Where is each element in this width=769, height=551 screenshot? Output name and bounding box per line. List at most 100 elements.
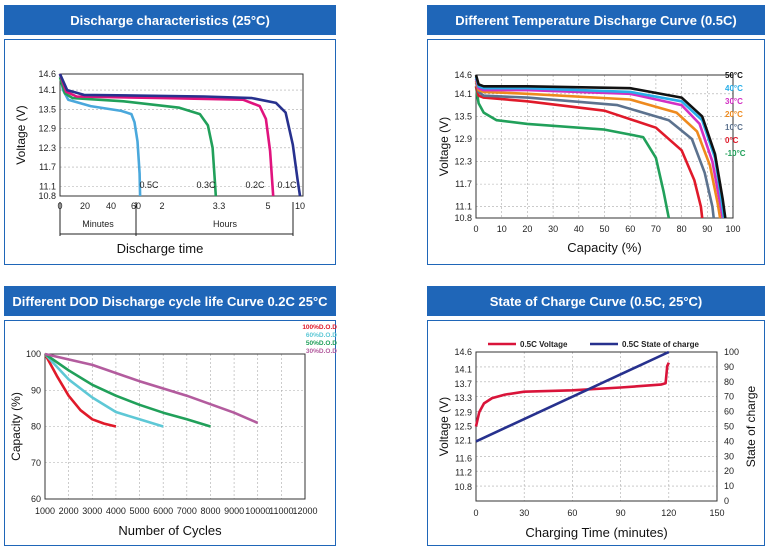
y2-tick-label: 70 [724, 392, 734, 402]
y-tick-label: 13.3 [454, 393, 472, 403]
y-tick-label: 12.1 [454, 436, 472, 446]
series-line [474, 362, 670, 427]
temperature-chart: 14.6 14.1 13.5 12.9 12.3 11.7 11.110.80 10 20 30 4… [437, 70, 746, 255]
x-tick-label: 150 [709, 508, 724, 518]
x-tick-label: 5000 [130, 506, 150, 516]
y-tick-label: 11.2 [455, 468, 472, 478]
x-tick-label: 8000 [200, 506, 220, 516]
y2-tick-label: 90 [724, 362, 734, 372]
discharge-chart: 14.6 14.1 13.5 12.9 12.3 11.7 11.110.8 Voltage … [14, 69, 305, 256]
legend-label: 100%D.O.D [302, 324, 337, 331]
y-tick-label: 11.6 [455, 453, 472, 463]
y-tick-label: 10.8 [454, 482, 472, 492]
legend-label: 0.5C State of charge [622, 340, 699, 349]
y2-tick-label: 30 [724, 451, 734, 461]
x-tick-label: 50 [599, 224, 609, 234]
x-axis-label: Charging Time (minutes) [525, 525, 667, 540]
y-tick-label: 10.8 [454, 213, 472, 223]
x-tick-label: 3000 [82, 506, 102, 516]
y-tick-label: 14.1 [454, 365, 472, 375]
series-line [43, 353, 117, 428]
series-line [474, 82, 715, 219]
x-tick-label: 40 [574, 224, 584, 234]
x-tick-label: 9000 [224, 506, 244, 516]
x-tick-label-hours: 10 [295, 201, 305, 211]
legend-label: 50°C [725, 71, 743, 80]
x-tick-label: 20 [522, 224, 532, 234]
y2-tick-label: 50 [724, 422, 734, 432]
y-tick-label: 12.9 [454, 407, 472, 417]
x-tick-label: 90 [616, 508, 626, 518]
legend-label: 30°C [725, 97, 743, 106]
series-line [474, 74, 727, 219]
x-tick-label: 7000 [177, 506, 197, 516]
y-tick-label: 13.7 [454, 379, 472, 389]
x-axis-label: Capacity (%) [567, 240, 641, 255]
y-axis-label: Voltage (V) [14, 105, 28, 164]
y-tick-label: 12.9 [454, 134, 472, 144]
y-tick-label: 14.1 [38, 85, 56, 95]
dod-chart: 100 90 80 70 60 1000 2000 3000 4000 5000 6000 7000 8… [9, 324, 337, 538]
x-tick-label: 0 [473, 508, 478, 518]
legend-label: 0.5C Voltage [520, 340, 568, 349]
x-tick-label: 60 [625, 224, 635, 234]
plot-area [475, 74, 734, 219]
temperature-chart-frame: 14.6 14.1 13.5 12.9 12.3 11.7 11.1 10.8 0 10 20 30 4… [427, 39, 765, 265]
y-tick-label: 14.6 [454, 70, 472, 80]
y-tick-label: 11.1 [455, 202, 472, 212]
y-axis-label: Voltage (V) [437, 117, 451, 176]
y-tick-label: 12.3 [454, 157, 472, 167]
x-tick-label: 80 [677, 224, 687, 234]
series-label: 0.5C [139, 180, 159, 190]
y-tick-label: 14.6 [38, 69, 56, 79]
x-tick-label: 11000 [269, 506, 293, 516]
soc-chart: 14.6 14.1 13.7 13.3 12.9 12.5 12.1 11.6 11.2 10.8… [437, 340, 758, 540]
series-label: 0.2C [245, 180, 265, 190]
dod-chart-header: Different DOD Discharge cycle life Curve… [4, 286, 336, 316]
y2-tick-label: 100 [724, 347, 739, 357]
y-tick-label: 100 [26, 349, 41, 359]
x-tick-label-minutes: 20 [80, 201, 90, 211]
y-axis-label: Voltage (V) [437, 397, 451, 456]
legend-label: 0°C [725, 136, 739, 145]
x-tick-label: 10000 [245, 506, 270, 516]
legend-label: 10°C [725, 123, 743, 132]
minutes-label: Minutes [82, 219, 114, 229]
x-tick-label: 100 [725, 224, 740, 234]
series-line [44, 352, 259, 425]
series-line [474, 80, 722, 219]
series-line [475, 350, 670, 443]
x-tick-label: 1000 [35, 506, 55, 516]
y-tick-label: 10.8 [38, 191, 56, 201]
temperature-chart-header: Different Temperature Discharge Curve (0… [427, 5, 765, 35]
series-line [474, 86, 671, 219]
y-tick-label: 11.7 [455, 179, 472, 189]
y2-axis-label: State of charge [744, 385, 758, 467]
y-tick-label: 11.1 [39, 181, 56, 191]
x-axis-label: Discharge time [117, 241, 204, 256]
legend-label: 50%D.O.D [306, 340, 337, 347]
y2-tick-label: 80 [724, 377, 734, 387]
x-tick-label: 30 [519, 508, 529, 518]
y-tick-label: 70 [31, 458, 41, 468]
y-tick-label: 12.9 [38, 124, 56, 134]
legend-label: 60%D.O.D [306, 332, 337, 339]
discharge-chart-header: Discharge characteristics (25°C) [4, 5, 336, 35]
x-axis-label: Number of Cycles [118, 523, 222, 538]
x-tick-label: 4000 [106, 506, 126, 516]
x-tick-label: 70 [651, 224, 661, 234]
y-axis-label: Capacity (%) [9, 392, 23, 461]
y2-tick-label: 20 [724, 466, 734, 476]
soc-chart-header: State of Charge Curve (0.5C, 25°C) [427, 286, 765, 316]
x-tick-label: 90 [702, 224, 712, 234]
legend-label: 20°C [725, 110, 743, 119]
x-tick-label: 10 [497, 224, 507, 234]
x-tick-label-minutes: 40 [106, 201, 116, 211]
soc-chart-frame: 14.6 14.1 13.7 13.3 12.9 12.5 12.1 11.6 11.2 10.8… [427, 320, 765, 546]
x-tick-label-hours: 5 [265, 201, 270, 211]
y-tick-label: 13.5 [454, 111, 472, 121]
legend-label: 40°C [725, 84, 743, 93]
hours-label: Hours [213, 219, 238, 229]
y-tick-label: 12.5 [454, 422, 472, 432]
dod-chart-frame: 100 90 80 70 60 1000 2000 3000 4000 5000 6000 7000 8… [4, 320, 337, 546]
